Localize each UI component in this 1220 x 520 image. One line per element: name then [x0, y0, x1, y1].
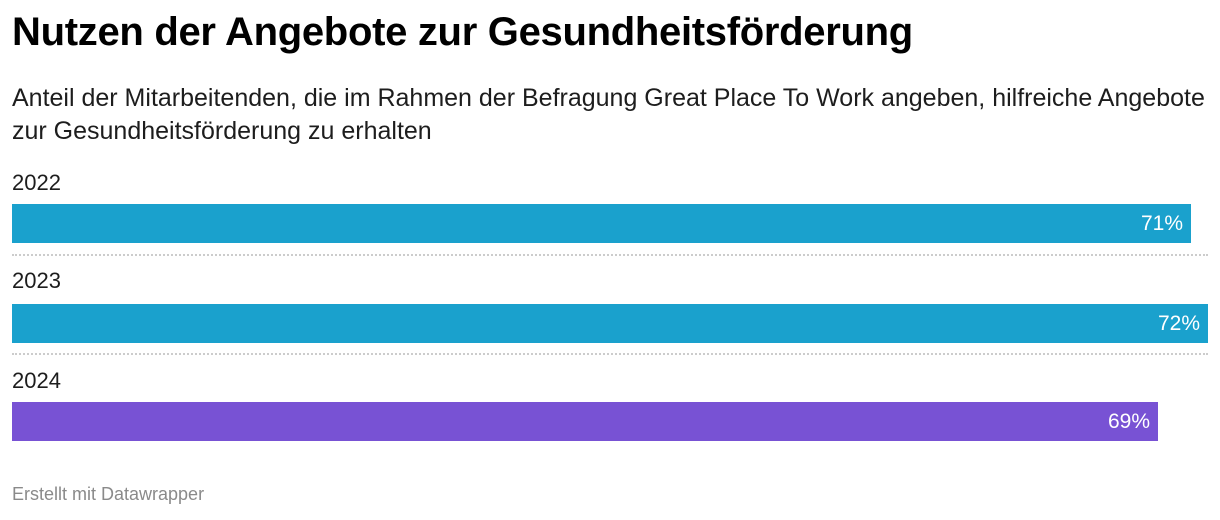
footer-credit: Erstellt mit Datawrapper [12, 484, 205, 504]
chart-subtitle: Anteil der Mitarbeitenden, die im Rahmen… [12, 84, 1205, 145]
bar-2022: 71% [12, 204, 1191, 243]
row-label-2024: 2024 [12, 368, 61, 393]
row-label-2023: 2023 [12, 268, 61, 293]
bar-value-label: 69% [1107, 410, 1150, 433]
chart-title: Nutzen der Angebote zur Gesundheitsförde… [12, 10, 913, 54]
bar-value-label: 71% [1140, 212, 1183, 235]
row-label-2022: 2022 [12, 170, 61, 195]
row-separator [12, 254, 1208, 256]
bar-value-label: 72% [1157, 312, 1200, 335]
bar-2024: 69% [12, 402, 1158, 441]
bar-2023: 72% [12, 304, 1208, 343]
row-separator [12, 353, 1208, 355]
